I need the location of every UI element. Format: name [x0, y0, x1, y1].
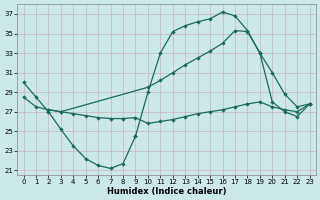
X-axis label: Humidex (Indice chaleur): Humidex (Indice chaleur)	[107, 187, 226, 196]
